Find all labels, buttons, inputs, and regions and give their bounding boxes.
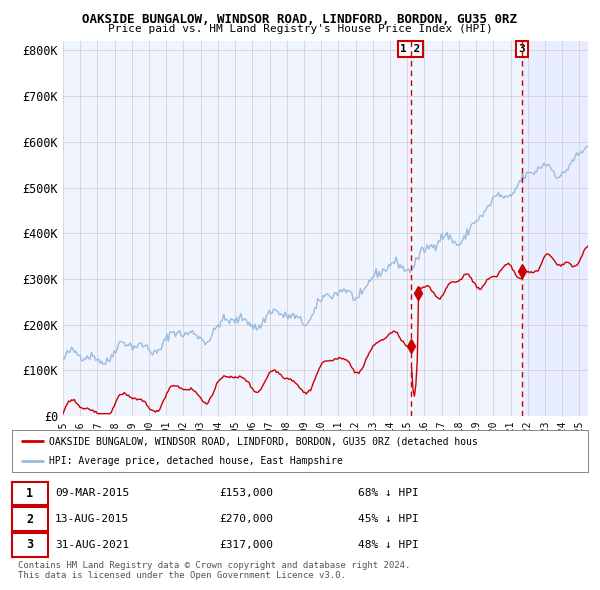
Text: OAKSIDE BUNGALOW, WINDSOR ROAD, LINDFORD, BORDON, GU35 0RZ: OAKSIDE BUNGALOW, WINDSOR ROAD, LINDFORD…	[83, 13, 517, 26]
Text: 48% ↓ HPI: 48% ↓ HPI	[358, 540, 418, 550]
Text: 31-AUG-2021: 31-AUG-2021	[55, 540, 130, 550]
FancyBboxPatch shape	[12, 482, 48, 505]
Text: £270,000: £270,000	[220, 514, 274, 524]
FancyBboxPatch shape	[12, 507, 48, 531]
Text: £317,000: £317,000	[220, 540, 274, 550]
Text: 09-MAR-2015: 09-MAR-2015	[55, 489, 130, 499]
Text: 2: 2	[26, 513, 34, 526]
FancyBboxPatch shape	[12, 533, 48, 556]
Text: HPI: Average price, detached house, East Hampshire: HPI: Average price, detached house, East…	[49, 457, 343, 466]
Text: 3: 3	[26, 539, 34, 552]
Text: 1: 1	[26, 487, 34, 500]
Text: OAKSIDE BUNGALOW, WINDSOR ROAD, LINDFORD, BORDON, GU35 0RZ (detached hous: OAKSIDE BUNGALOW, WINDSOR ROAD, LINDFORD…	[49, 437, 478, 447]
Bar	[522, 41, 588, 416]
Text: Price paid vs. HM Land Registry's House Price Index (HPI): Price paid vs. HM Land Registry's House …	[107, 24, 493, 34]
Text: Contains HM Land Registry data © Crown copyright and database right 2024.
This d: Contains HM Land Registry data © Crown c…	[18, 560, 410, 580]
Text: 3: 3	[518, 44, 525, 54]
Text: 68% ↓ HPI: 68% ↓ HPI	[358, 489, 418, 499]
Text: 13-AUG-2015: 13-AUG-2015	[55, 514, 130, 524]
Text: 45% ↓ HPI: 45% ↓ HPI	[358, 514, 418, 524]
Text: 1 2: 1 2	[400, 44, 421, 54]
Text: £153,000: £153,000	[220, 489, 274, 499]
